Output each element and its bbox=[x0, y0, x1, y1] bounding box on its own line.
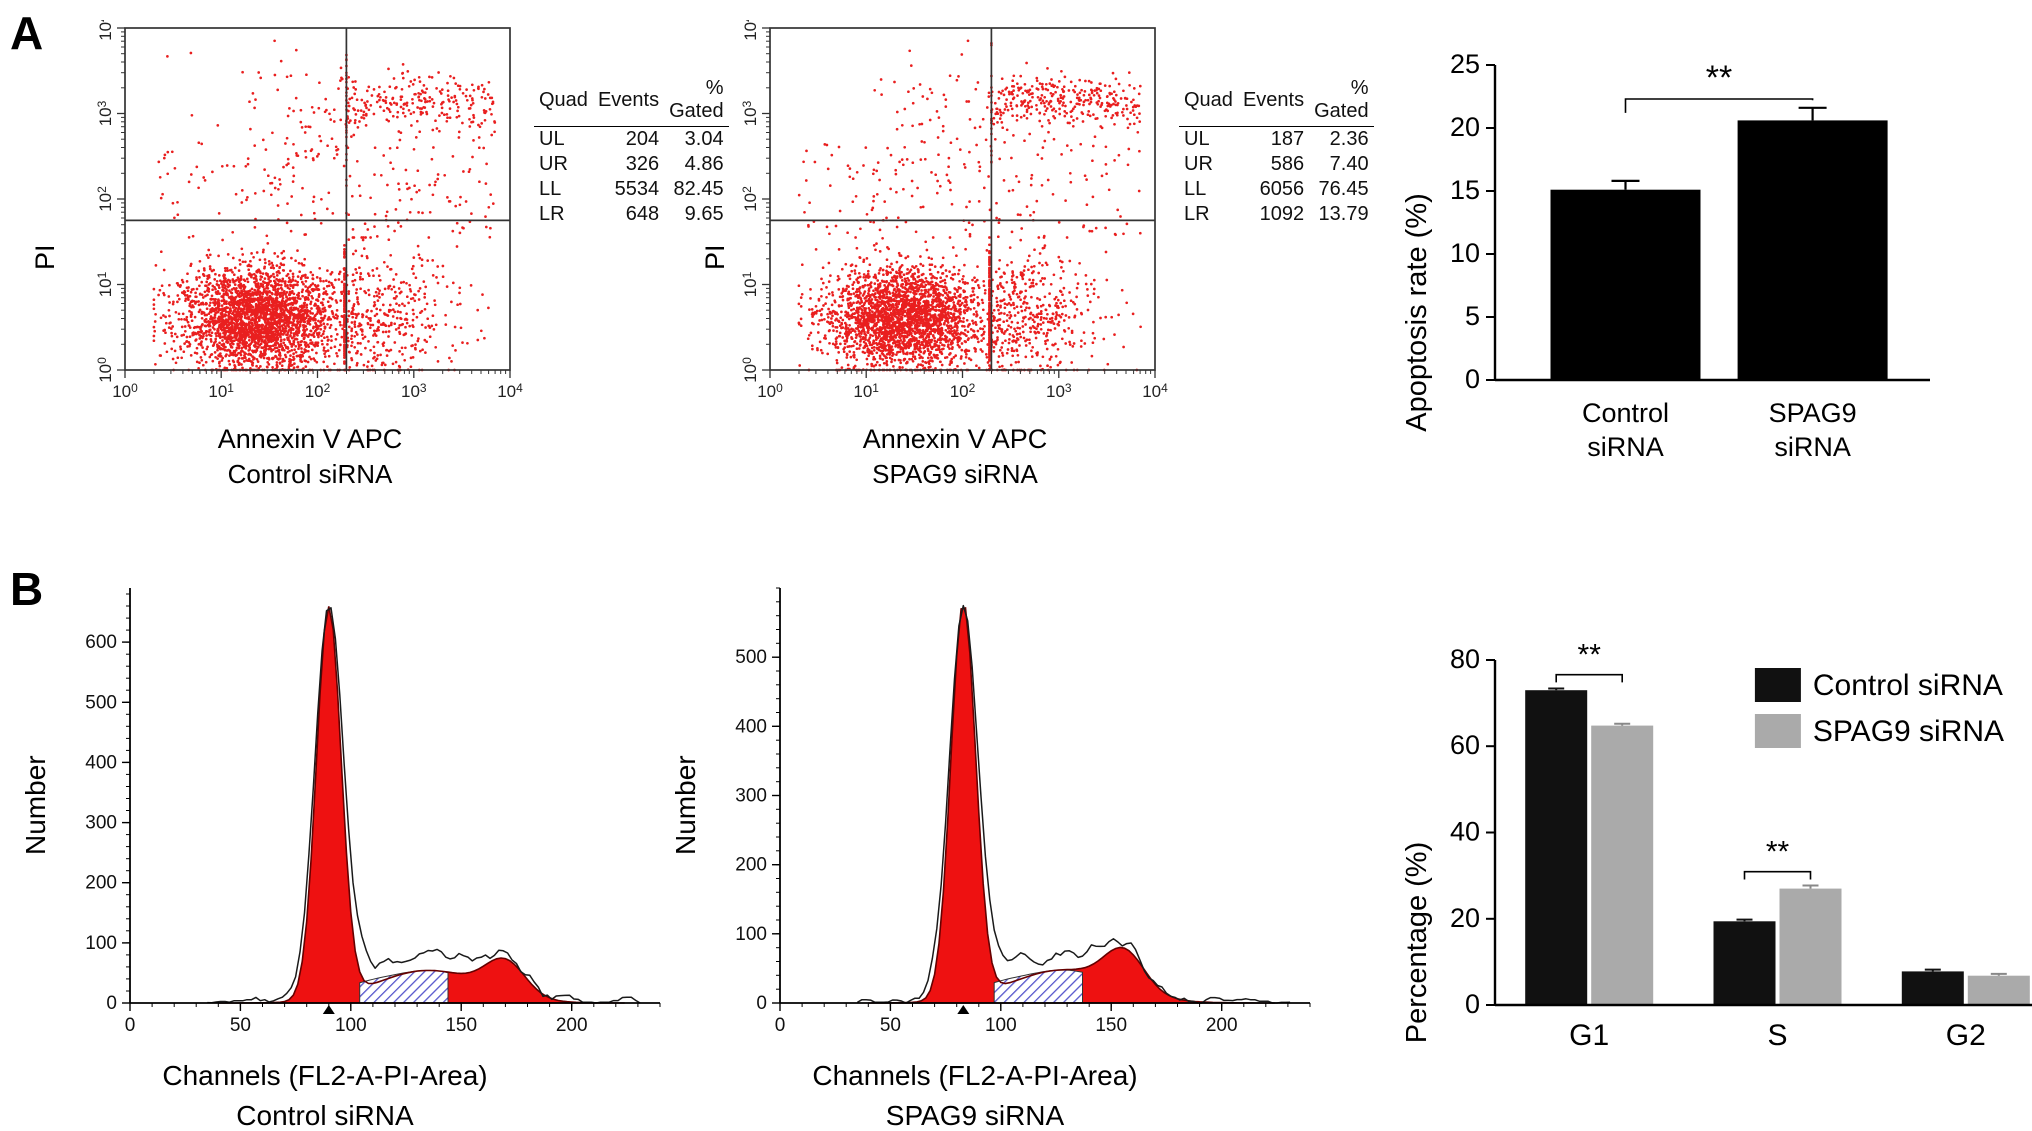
svg-text:Percentage (%): Percentage (%) bbox=[1401, 842, 1433, 1044]
svg-text:101: 101 bbox=[95, 271, 115, 297]
svg-text:103: 103 bbox=[401, 381, 427, 401]
svg-text:104: 104 bbox=[740, 20, 760, 41]
svg-text:102: 102 bbox=[950, 381, 976, 401]
svg-text:siRNA: siRNA bbox=[1587, 432, 1664, 462]
svg-text:200: 200 bbox=[556, 1015, 588, 1036]
svg-text:0: 0 bbox=[756, 993, 767, 1014]
svg-text:104: 104 bbox=[497, 381, 523, 401]
svg-text:100: 100 bbox=[335, 1015, 367, 1036]
svg-text:Control siRNA: Control siRNA bbox=[1813, 669, 2003, 702]
svg-text:60: 60 bbox=[1450, 730, 1480, 760]
svg-text:SPAG9 siRNA: SPAG9 siRNA bbox=[1813, 715, 2004, 748]
svg-text:104: 104 bbox=[1142, 381, 1168, 401]
svg-text:S: S bbox=[1767, 1019, 1787, 1052]
svg-text:101: 101 bbox=[208, 381, 234, 401]
svg-text:Apoptosis rate (%): Apoptosis rate (%) bbox=[1401, 193, 1433, 432]
svg-text:100: 100 bbox=[985, 1015, 1017, 1036]
svg-text:40: 40 bbox=[1450, 817, 1480, 847]
svg-text:20: 20 bbox=[1450, 903, 1480, 933]
svg-text:101: 101 bbox=[740, 271, 760, 297]
svg-text:400: 400 bbox=[735, 716, 767, 737]
svg-text:103: 103 bbox=[740, 100, 760, 126]
svg-text:103: 103 bbox=[1046, 381, 1072, 401]
svg-text:600: 600 bbox=[85, 632, 117, 653]
svg-text:0: 0 bbox=[775, 1015, 786, 1036]
svg-text:150: 150 bbox=[1095, 1015, 1127, 1036]
svg-text:0: 0 bbox=[1465, 989, 1480, 1019]
svg-text:500: 500 bbox=[85, 692, 117, 713]
svg-text:102: 102 bbox=[305, 381, 331, 401]
svg-text:300: 300 bbox=[735, 786, 767, 807]
svg-text:80: 80 bbox=[1450, 644, 1480, 674]
svg-text:102: 102 bbox=[95, 186, 115, 212]
svg-text:150: 150 bbox=[445, 1015, 477, 1036]
svg-text:500: 500 bbox=[735, 647, 767, 668]
svg-text:0: 0 bbox=[106, 993, 117, 1014]
svg-text:100: 100 bbox=[112, 381, 138, 401]
svg-text:102: 102 bbox=[740, 186, 760, 212]
svg-text:200: 200 bbox=[1206, 1015, 1238, 1036]
svg-text:400: 400 bbox=[85, 752, 117, 773]
svg-text:**: ** bbox=[1706, 59, 1732, 97]
svg-text:300: 300 bbox=[85, 813, 117, 834]
svg-text:100: 100 bbox=[95, 357, 115, 383]
svg-text:50: 50 bbox=[230, 1015, 251, 1036]
svg-text:10: 10 bbox=[1450, 238, 1480, 268]
svg-text:0: 0 bbox=[1465, 364, 1480, 394]
svg-text:200: 200 bbox=[735, 855, 767, 876]
svg-text:104: 104 bbox=[95, 20, 115, 41]
svg-text:50: 50 bbox=[880, 1015, 901, 1036]
svg-text:100: 100 bbox=[740, 357, 760, 383]
svg-text:G2: G2 bbox=[1946, 1019, 1986, 1052]
svg-text:100: 100 bbox=[85, 933, 117, 954]
svg-text:5: 5 bbox=[1465, 301, 1480, 331]
svg-text:15: 15 bbox=[1450, 175, 1480, 205]
svg-text:100: 100 bbox=[757, 381, 783, 401]
svg-text:siRNA: siRNA bbox=[1774, 432, 1851, 462]
svg-text:25: 25 bbox=[1450, 49, 1480, 79]
svg-text:103: 103 bbox=[95, 100, 115, 126]
svg-text:**: ** bbox=[1766, 836, 1790, 869]
svg-text:SPAG9: SPAG9 bbox=[1769, 398, 1857, 428]
svg-text:G1: G1 bbox=[1569, 1019, 1609, 1052]
svg-text:0: 0 bbox=[125, 1015, 136, 1036]
svg-text:Control: Control bbox=[1582, 398, 1669, 428]
svg-text:**: ** bbox=[1578, 639, 1602, 672]
svg-text:200: 200 bbox=[85, 873, 117, 894]
svg-text:101: 101 bbox=[853, 381, 879, 401]
svg-text:100: 100 bbox=[735, 924, 767, 945]
svg-text:20: 20 bbox=[1450, 112, 1480, 142]
